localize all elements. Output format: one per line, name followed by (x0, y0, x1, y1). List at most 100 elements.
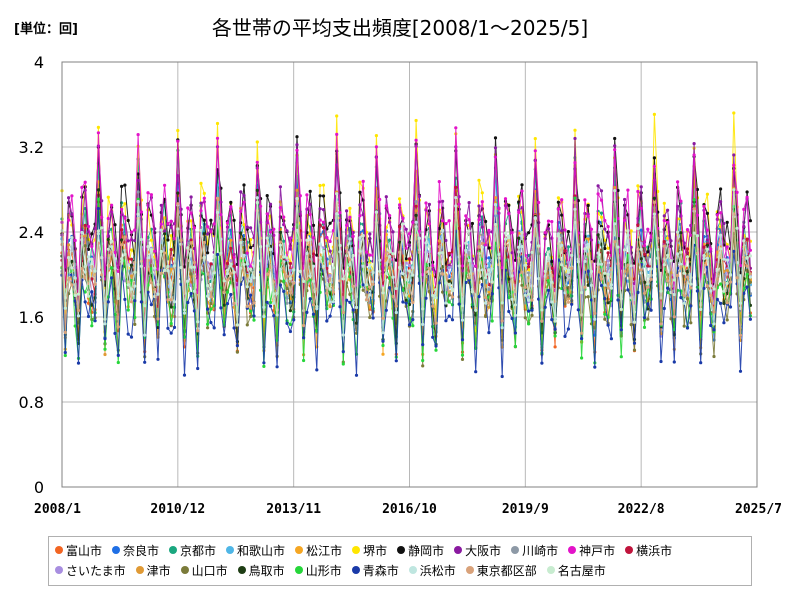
data-point (702, 254, 706, 258)
x-tick-label: 2019/9 (502, 502, 549, 517)
data-point (378, 197, 382, 202)
data-point (361, 213, 365, 217)
data-point (285, 321, 289, 325)
data-point (510, 231, 514, 235)
data-point (83, 290, 87, 294)
data-point (179, 238, 183, 242)
legend-marker-icon (465, 566, 474, 574)
legend-marker-icon (408, 566, 417, 574)
data-point (348, 300, 352, 304)
data-point (414, 209, 418, 213)
data-point (361, 283, 365, 287)
data-point (229, 271, 233, 275)
data-point (335, 236, 339, 240)
data-point (434, 296, 438, 300)
data-point (639, 206, 643, 210)
data-point (500, 374, 504, 379)
data-point (599, 277, 604, 281)
data-point (225, 221, 230, 225)
data-point (566, 245, 571, 249)
data-point (738, 271, 743, 275)
data-point (705, 238, 710, 242)
data-point (477, 218, 481, 222)
data-point (272, 265, 276, 269)
data-point (715, 213, 719, 217)
data-point (672, 360, 676, 364)
data-point (206, 251, 210, 255)
data-point (70, 283, 74, 287)
data-point (401, 216, 405, 220)
data-point (302, 279, 306, 283)
data-point (719, 233, 723, 237)
legend-label: 和歌山市 (237, 543, 286, 558)
data-point (735, 276, 739, 280)
data-point (702, 286, 706, 290)
data-point (328, 221, 332, 225)
data-point (616, 217, 620, 221)
data-point (129, 257, 134, 261)
data-point (341, 362, 345, 366)
data-point (298, 269, 302, 273)
data-point (467, 201, 471, 205)
data-point (732, 153, 736, 157)
data-point (497, 206, 501, 210)
data-point (563, 302, 567, 306)
data-point (566, 300, 571, 304)
data-point (649, 308, 653, 312)
series-17 (60, 206, 753, 379)
data-point (679, 231, 683, 235)
data-point (659, 322, 663, 326)
data-point (666, 253, 670, 257)
data-point (487, 301, 491, 305)
data-point (245, 262, 249, 266)
data-point (308, 297, 312, 301)
data-point (573, 128, 577, 132)
data-point (682, 301, 686, 305)
data-point (70, 236, 74, 240)
data-point (606, 225, 610, 229)
data-point (656, 248, 660, 252)
data-point (460, 353, 465, 357)
data-point (599, 283, 604, 288)
data-point (705, 192, 710, 196)
data-point (318, 183, 322, 188)
data-point (652, 156, 657, 160)
legend-marker-icon (135, 566, 144, 574)
data-point (527, 322, 531, 326)
data-point (255, 188, 259, 192)
data-point (341, 277, 345, 281)
legend-label: 静岡市 (408, 543, 445, 558)
data-point (537, 277, 541, 281)
data-point (176, 202, 180, 206)
legend-marker-icon (112, 546, 121, 554)
data-point (493, 203, 498, 207)
data-point (328, 273, 332, 278)
data-point (169, 286, 173, 290)
data-point (96, 131, 100, 135)
data-point (335, 114, 339, 118)
data-point (318, 242, 322, 246)
data-point (325, 282, 329, 286)
data-point (335, 132, 339, 136)
data-point (550, 266, 554, 270)
legend-item: 横浜市 (625, 540, 672, 560)
data-point (242, 183, 246, 187)
data-point (540, 308, 544, 312)
data-point (523, 285, 527, 289)
data-point (305, 193, 309, 197)
data-point (586, 214, 590, 218)
data-point (619, 328, 623, 332)
data-point (477, 204, 481, 208)
data-point (186, 206, 190, 210)
data-point (553, 334, 557, 338)
data-point (136, 133, 140, 137)
data-point (348, 215, 352, 219)
data-point (133, 315, 137, 320)
data-point (159, 222, 163, 226)
data-point (517, 200, 521, 204)
data-point (126, 218, 130, 223)
data-point (623, 248, 627, 252)
data-point (308, 202, 312, 206)
data-point (189, 211, 193, 215)
x-tick-labels: 2008/1 2010/12 2013/11 2016/10 2019/9 2022/8 2… (34, 502, 782, 517)
